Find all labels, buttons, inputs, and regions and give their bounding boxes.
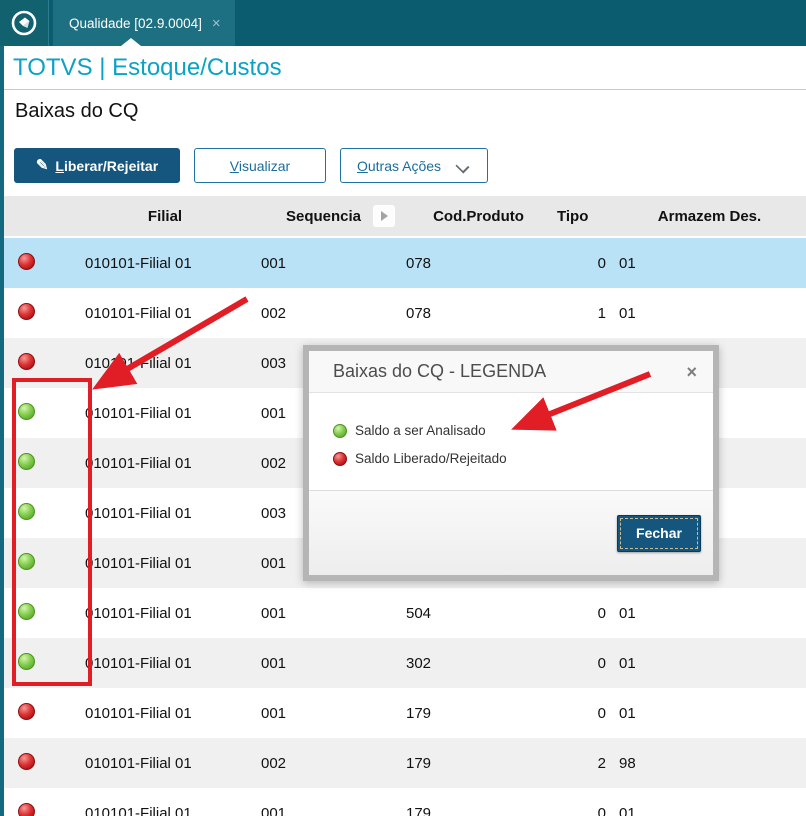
table-header-row: Filial Sequencia Cod.Produto Tipo Armaze… <box>4 196 806 236</box>
legend-dialog: Baixas do CQ - LEGENDA × Saldo a ser Ana… <box>303 345 719 581</box>
outras-acoes-button[interactable]: Outras Ações <box>340 148 488 183</box>
status-icon <box>18 552 35 570</box>
table-row[interactable]: 010101-Filial 01 002 078 1 01 <box>4 288 806 338</box>
table-row[interactable]: 010101-Filial 01 001 179 0 01 <box>4 688 806 738</box>
status-icon <box>18 702 35 720</box>
pencil-icon: ✎ <box>35 157 49 174</box>
tab-label: Qualidade [02.9.0004] <box>69 15 202 31</box>
status-icon <box>18 302 35 320</box>
table-row[interactable]: 010101-Filial 01 002 179 2 98 <box>4 738 806 788</box>
close-icon[interactable]: × <box>686 361 697 382</box>
totvs-menu-button[interactable] <box>0 0 49 46</box>
legend-dialog-body: Saldo a ser Analisado Saldo Liberado/Rej… <box>309 393 713 490</box>
status-icon <box>18 502 35 520</box>
legend-dialog-footer: Fechar <box>309 490 713 575</box>
app-title: TOTVS | Estoque/Custos <box>13 53 282 81</box>
table-row[interactable]: 010101-Filial 01 001 179 0 01 <box>4 788 806 816</box>
outras-acoes-label: Outras Ações <box>356 157 442 174</box>
totvs-logo-icon <box>11 10 37 36</box>
header-filial[interactable]: Filial <box>147 207 183 225</box>
red-status-icon <box>333 451 347 466</box>
header-sequencia[interactable]: Sequencia <box>285 207 361 225</box>
status-icon <box>18 602 35 620</box>
triangle-right-icon <box>380 211 388 221</box>
table-row[interactable]: 010101-Filial 01 001 302 0 01 <box>4 638 806 688</box>
visualizar-label: Visualizar <box>229 157 291 174</box>
header-armazem[interactable]: Armazem Des. <box>657 207 762 225</box>
header-cod-produto[interactable]: Cod.Produto <box>433 207 524 225</box>
legend-dialog-header: Baixas do CQ - LEGENDA × <box>309 351 713 393</box>
page-title: Baixas do CQ <box>15 100 139 122</box>
status-icon <box>18 352 35 370</box>
status-icon <box>18 752 35 770</box>
table-row[interactable]: 010101-Filial 01 001 078 0 01 <box>4 238 806 288</box>
active-tab-arrow <box>121 38 141 46</box>
toolbar: ✎ Liberar/Rejeitar Visualizar Outras Açõ… <box>14 148 488 183</box>
liberar-label: Liberar/Rejeitar <box>55 157 159 174</box>
chevron-down-icon <box>457 161 471 170</box>
column-expand-button[interactable] <box>373 205 395 227</box>
table-row[interactable]: 010101-Filial 01 001 504 0 01 <box>4 588 806 638</box>
status-icon <box>18 252 35 270</box>
legend-item-analisado: Saldo a ser Analisado <box>333 423 713 438</box>
top-bar: Qualidade [02.9.0004] × <box>0 0 806 46</box>
tab-close-icon[interactable]: × <box>211 14 221 32</box>
liberar-rejeitar-button[interactable]: ✎ Liberar/Rejeitar <box>14 148 180 183</box>
header-tipo[interactable]: Tipo <box>557 207 589 225</box>
status-icon <box>18 402 35 420</box>
tab-qualidade[interactable]: Qualidade [02.9.0004] × <box>53 0 235 46</box>
visualizar-button[interactable]: Visualizar <box>194 148 326 183</box>
fechar-button[interactable]: Fechar <box>617 514 701 552</box>
green-status-icon <box>333 423 347 438</box>
status-icon <box>18 452 35 470</box>
status-icon <box>18 652 35 670</box>
app-header: TOTVS | Estoque/Custos <box>0 46 806 90</box>
legend-dialog-title: Baixas do CQ - LEGENDA <box>333 361 547 381</box>
left-edge-strip <box>0 46 4 816</box>
status-icon <box>18 802 35 816</box>
legend-item-liberado: Saldo Liberado/Rejeitado <box>333 451 713 466</box>
header-sort-cell <box>361 205 406 227</box>
